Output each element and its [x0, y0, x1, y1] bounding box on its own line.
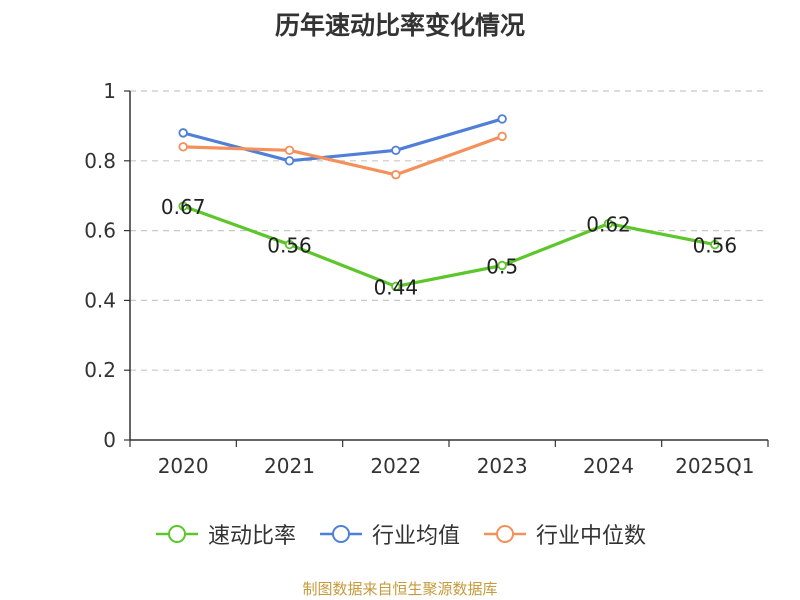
legend-label: 行业中位数	[536, 524, 647, 549]
x-tick-label: 2025Q1	[675, 454, 754, 478]
legend-swatch	[155, 525, 198, 543]
x-tick-label: 2021	[264, 454, 315, 478]
data-point	[497, 131, 507, 142]
x-tick-label: 2020	[158, 454, 209, 478]
data-point	[178, 201, 188, 211]
legend-swatch	[319, 525, 362, 543]
source-note: 制图数据来自恒生聚源数据库	[302, 580, 498, 598]
legend-label: 速动比率	[207, 524, 296, 549]
data-point	[391, 145, 401, 156]
data-label: 0.5	[486, 255, 518, 279]
y-tick-label: 0.2	[84, 358, 116, 382]
series-line	[182, 117, 503, 163]
data-point	[497, 114, 507, 124]
y-tick-label: 0.8	[84, 149, 116, 173]
data-label: 0.62	[586, 213, 631, 237]
data-point	[497, 260, 507, 271]
legend-swatch	[484, 525, 526, 543]
data-label: 0.67	[161, 195, 206, 219]
y-tick-label: 0	[103, 428, 116, 452]
data-point	[603, 218, 614, 229]
y-tick-label: 0.6	[84, 219, 116, 243]
data-point	[284, 239, 295, 250]
gridlines	[130, 90, 768, 371]
legend-swatch-marker	[496, 525, 514, 543]
legend-swatch-marker	[167, 525, 186, 543]
series-line	[182, 204, 716, 289]
legend-label: 行业均值	[371, 524, 460, 549]
data-point	[284, 156, 295, 166]
data-labels: 0.67 0.56 0.44 0.5 0.62 0.56	[161, 195, 737, 299]
y-axis-ticks: 0 0.2 0.4 0.6 0.8 1	[84, 79, 130, 452]
data-point	[178, 128, 188, 138]
data-point	[284, 145, 295, 156]
data-label: 0.44	[374, 275, 419, 299]
x-tick-label: 2024	[583, 454, 634, 478]
y-tick-label: 1	[103, 79, 116, 103]
x-tick-label: 2023	[477, 454, 528, 478]
legend: 速动比率 行业均值 行业中位数	[0, 518, 800, 550]
y-tick-label: 0.4	[84, 288, 116, 312]
data-point	[710, 239, 720, 250]
data-point	[391, 170, 401, 180]
legend-item[interactable]: 速动比率	[154, 518, 296, 550]
legend-swatch-marker	[331, 525, 350, 543]
x-axis-ticks: 2020 2021 2022 2023 2024 2025Q1	[129, 440, 769, 478]
legend-item[interactable]: 行业中位数	[482, 518, 646, 550]
series-layer	[178, 114, 720, 292]
data-point	[391, 281, 401, 292]
chart-title: 历年速动比率变化情况	[274, 11, 525, 40]
data-point	[178, 142, 188, 152]
series-line	[183, 134, 503, 177]
data-label: 0.56	[693, 234, 738, 258]
data-label: 0.56	[267, 234, 312, 258]
legend-item[interactable]: 行业均值	[318, 518, 460, 550]
x-tick-label: 2022	[370, 454, 421, 478]
